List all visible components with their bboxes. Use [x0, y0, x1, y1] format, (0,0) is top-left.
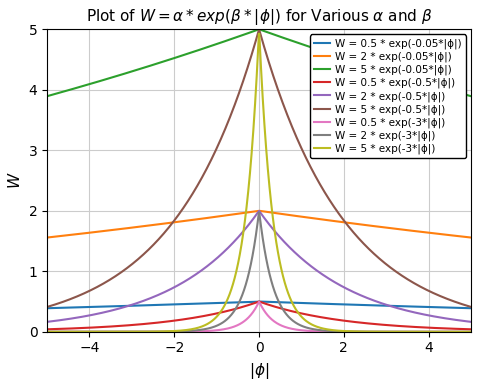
W = 0.5 * exp(-3*|ϕ|): [383, 329, 389, 334]
W = 5 * exp(-0.5*|ϕ|): [336, 211, 341, 216]
W = 5 * exp(-0.05*|ϕ|): [468, 94, 474, 99]
W = 2 * exp(-0.5*|ϕ|): [336, 282, 341, 287]
W = 0.5 * exp(-3*|ϕ|): [375, 329, 381, 334]
W = 2 * exp(-0.5*|ϕ|): [87, 313, 93, 317]
W = 5 * exp(-0.5*|ϕ|): [87, 288, 93, 293]
W = 5 * exp(-0.05*|ϕ|): [44, 94, 50, 99]
W = 5 * exp(-0.5*|ϕ|): [468, 305, 474, 309]
W = 5 * exp(-0.5*|ϕ|): [375, 255, 381, 260]
W = 0.5 * exp(-3*|ϕ|): [87, 329, 93, 334]
W = 0.5 * exp(-0.5*|ϕ|): [256, 299, 262, 304]
W = 0.5 * exp(-3*|ϕ|): [44, 329, 50, 334]
W = 5 * exp(-0.05*|ϕ|): [336, 54, 341, 59]
W = 5 * exp(-3*|ϕ|): [256, 31, 262, 36]
W = 2 * exp(-0.05*|ϕ|): [44, 235, 50, 240]
Line: W = 0.5 * exp(-0.5*|ϕ|): W = 0.5 * exp(-0.5*|ϕ|): [47, 301, 471, 329]
W = 2 * exp(-0.05*|ϕ|): [256, 208, 262, 213]
W = 5 * exp(-3*|ϕ|): [44, 329, 50, 334]
W = 2 * exp(-0.05*|ϕ|): [216, 214, 221, 219]
W = 0.5 * exp(-0.05*|ϕ|): [216, 301, 221, 305]
W = 2 * exp(-0.05*|ϕ|): [375, 224, 381, 229]
Line: W = 5 * exp(-0.05*|ϕ|): W = 5 * exp(-0.05*|ϕ|): [47, 29, 471, 96]
W = 2 * exp(-3*|ϕ|): [44, 329, 50, 334]
W = 2 * exp(-3*|ϕ|): [216, 322, 221, 327]
W = 5 * exp(-0.05*|ϕ|): [231, 36, 237, 40]
W = 5 * exp(-3*|ϕ|): [375, 329, 381, 334]
W = 2 * exp(-3*|ϕ|): [375, 329, 381, 334]
W = 2 * exp(-0.05*|ϕ|): [336, 219, 341, 224]
W = 2 * exp(-0.5*|ϕ|): [375, 300, 381, 304]
W = 0.5 * exp(-0.5*|ϕ|): [216, 311, 221, 315]
W = 0.5 * exp(-0.05*|ϕ|): [256, 299, 262, 304]
W = 2 * exp(-3*|ϕ|): [383, 329, 389, 334]
W = 2 * exp(-0.5*|ϕ|): [383, 302, 389, 307]
W = 2 * exp(-3*|ϕ|): [336, 329, 341, 334]
W = 2 * exp(-0.5*|ϕ|): [468, 319, 474, 324]
W = 5 * exp(-3*|ϕ|): [468, 329, 474, 334]
W = 5 * exp(-3*|ϕ|): [336, 328, 341, 333]
W = 2 * exp(-0.05*|ϕ|): [231, 212, 237, 217]
W = 0.5 * exp(-3*|ϕ|): [231, 324, 237, 329]
W = 0.5 * exp(-0.05*|ϕ|): [231, 300, 237, 305]
W = 5 * exp(-0.05*|ϕ|): [87, 81, 93, 86]
W = 0.5 * exp(-0.5*|ϕ|): [336, 318, 341, 322]
Line: W = 2 * exp(-3*|ϕ|): W = 2 * exp(-3*|ϕ|): [47, 213, 471, 332]
W = 0.5 * exp(-0.5*|ϕ|): [87, 325, 93, 330]
W = 0.5 * exp(-3*|ϕ|): [336, 329, 341, 334]
W = 0.5 * exp(-0.05*|ϕ|): [44, 306, 50, 310]
W = 0.5 * exp(-0.05*|ϕ|): [375, 303, 381, 308]
W = 2 * exp(-0.5*|ϕ|): [256, 209, 262, 213]
Line: W = 5 * exp(-0.5*|ϕ|): W = 5 * exp(-0.5*|ϕ|): [47, 30, 471, 307]
W = 5 * exp(-0.5*|ϕ|): [231, 105, 237, 109]
W = 5 * exp(-3*|ϕ|): [231, 279, 237, 284]
W = 2 * exp(-3*|ϕ|): [231, 309, 237, 314]
W = 5 * exp(-0.05*|ϕ|): [256, 27, 262, 32]
W = 2 * exp(-0.05*|ϕ|): [383, 225, 389, 230]
W = 5 * exp(-0.05*|ϕ|): [216, 41, 221, 46]
W = 0.5 * exp(-0.5*|ϕ|): [468, 327, 474, 332]
Line: W = 2 * exp(-0.05*|ϕ|): W = 2 * exp(-0.05*|ϕ|): [47, 211, 471, 237]
W = 0.5 * exp(-0.05*|ϕ|): [383, 303, 389, 308]
Legend: W = 0.5 * exp(-0.05*|ϕ|), W = 2 * exp(-0.05*|ϕ|), W = 5 * exp(-0.05*|ϕ|), W = 0.: W = 0.5 * exp(-0.05*|ϕ|), W = 2 * exp(-0…: [310, 35, 466, 158]
Line: W = 2 * exp(-0.5*|ϕ|): W = 2 * exp(-0.5*|ϕ|): [47, 211, 471, 322]
W = 0.5 * exp(-0.5*|ϕ|): [44, 327, 50, 332]
W = 5 * exp(-0.5*|ϕ|): [216, 142, 221, 147]
W = 2 * exp(-0.5*|ϕ|): [231, 240, 237, 244]
W = 0.5 * exp(-3*|ϕ|): [216, 328, 221, 333]
W = 5 * exp(-3*|ϕ|): [216, 312, 221, 317]
W = 5 * exp(-0.05*|ϕ|): [383, 69, 389, 74]
W = 5 * exp(-0.05*|ϕ|): [375, 67, 381, 71]
X-axis label: $|\phi|$: $|\phi|$: [249, 361, 269, 381]
W = 0.5 * exp(-0.5*|ϕ|): [375, 322, 381, 327]
Line: W = 0.5 * exp(-0.05*|ϕ|): W = 0.5 * exp(-0.05*|ϕ|): [47, 301, 471, 308]
W = 2 * exp(-0.5*|ϕ|): [44, 319, 50, 324]
W = 5 * exp(-0.5*|ϕ|): [256, 28, 262, 32]
W = 5 * exp(-3*|ϕ|): [87, 329, 93, 334]
W = 5 * exp(-3*|ϕ|): [383, 329, 389, 334]
W = 0.5 * exp(-0.05*|ϕ|): [468, 306, 474, 310]
W = 0.5 * exp(-3*|ϕ|): [468, 329, 474, 334]
W = 0.5 * exp(-0.5*|ϕ|): [231, 307, 237, 312]
Y-axis label: $W$: $W$: [7, 172, 23, 189]
W = 0.5 * exp(-0.05*|ϕ|): [336, 302, 341, 307]
W = 5 * exp(-0.5*|ϕ|): [44, 305, 50, 309]
W = 2 * exp(-0.05*|ϕ|): [468, 235, 474, 240]
W = 2 * exp(-0.5*|ϕ|): [216, 255, 221, 259]
W = 2 * exp(-3*|ϕ|): [256, 210, 262, 215]
W = 0.5 * exp(-3*|ϕ|): [256, 300, 262, 304]
Title: Plot of $W = \alpha * exp(\beta * |\phi|)$ for Various $\alpha$ and $\beta$: Plot of $W = \alpha * exp(\beta * |\phi|…: [86, 7, 433, 27]
W = 5 * exp(-0.5*|ϕ|): [383, 262, 389, 266]
W = 2 * exp(-3*|ϕ|): [87, 329, 93, 334]
Line: W = 5 * exp(-3*|ϕ|): W = 5 * exp(-3*|ϕ|): [47, 34, 471, 332]
W = 2 * exp(-0.05*|ϕ|): [87, 230, 93, 235]
Line: W = 0.5 * exp(-3*|ϕ|): W = 0.5 * exp(-3*|ϕ|): [47, 302, 471, 332]
W = 0.5 * exp(-0.5*|ϕ|): [383, 323, 389, 327]
W = 2 * exp(-3*|ϕ|): [468, 329, 474, 334]
W = 0.5 * exp(-0.05*|ϕ|): [87, 305, 93, 309]
